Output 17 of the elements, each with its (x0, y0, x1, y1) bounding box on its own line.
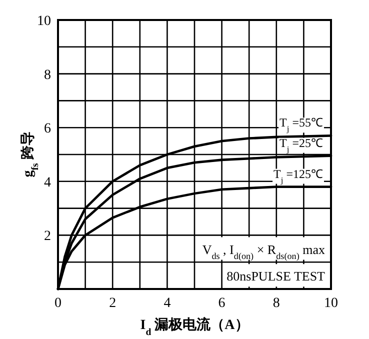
y-tick-label: 4 (44, 175, 51, 190)
y-tick-label: 8 (44, 68, 51, 83)
x-tick-label: 10 (324, 296, 338, 311)
x-tick-label: 0 (54, 296, 62, 311)
x-tick-label: 6 (218, 296, 226, 311)
y-tick-label: 2 (44, 229, 51, 244)
series-label: T$_{j}$ =125℃ (274, 166, 323, 184)
y-tick-label: 6 (44, 122, 51, 137)
x-tick-label: 4 (164, 296, 171, 311)
series-label: T$_{j}$ =25℃ (280, 136, 323, 154)
annotation: V$_{ds}$ , I$_{d(on)}$ × R$_{ds(on)}$ max (202, 242, 326, 261)
x-axis-title: I$_{d}$ 漏极电流（A） (140, 316, 249, 338)
x-tick-label: 2 (109, 296, 116, 311)
annotation: 80nsPULSE TEST (226, 268, 326, 284)
y-tick-label: 10 (37, 14, 51, 29)
x-tick-label: 8 (272, 296, 280, 311)
series-label: T$_{j}$ =55℃ (280, 116, 323, 134)
